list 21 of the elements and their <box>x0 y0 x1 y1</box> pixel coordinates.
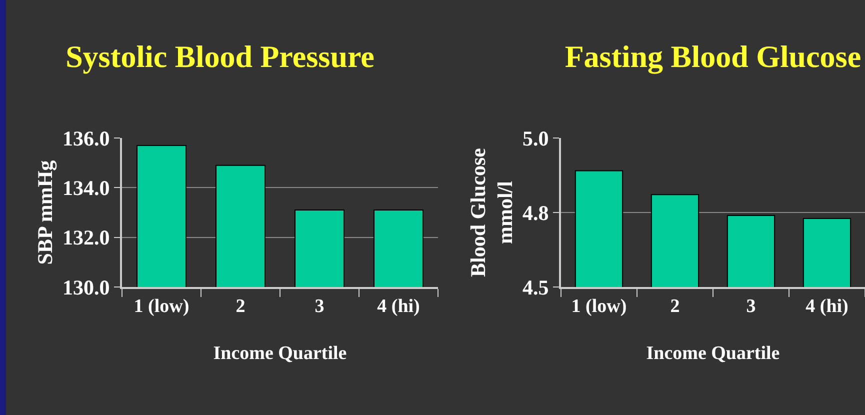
x-tick-label: 3 <box>314 296 324 317</box>
x-tick-label: 2 <box>670 296 680 317</box>
x-tick-label: 4 (hi) <box>806 296 848 317</box>
y-tick-label: 132.0 <box>62 226 110 250</box>
y-axis-title: Blood Glucose mmol/l <box>466 148 518 277</box>
x-axis-title: Income Quartile <box>213 343 347 364</box>
x-tick-label: 1 (low) <box>571 296 627 317</box>
y-axis-title: SBP mmHg <box>33 160 58 265</box>
chart-title: Systolic Blood Pressure <box>66 38 374 74</box>
x-tick-label: 2 <box>236 296 246 317</box>
y-tick-label: 4.5 <box>522 275 549 300</box>
x-tick-label: 3 <box>746 296 756 317</box>
x-tick-label: 1 (low) <box>134 296 190 317</box>
chart-title: Fasting Blood Glucose <box>564 38 862 74</box>
y-tick-label: 4.8 <box>522 200 549 225</box>
x-tick-label: 4 (hi) <box>377 296 420 317</box>
y-tick-label: 136.0 <box>62 126 110 150</box>
x-axis-title: Income Quartile <box>646 343 780 364</box>
y-tick-label: 134.0 <box>62 176 110 200</box>
y-tick-label: 130.0 <box>62 275 110 300</box>
y-tick-label: 5.0 <box>522 126 549 150</box>
